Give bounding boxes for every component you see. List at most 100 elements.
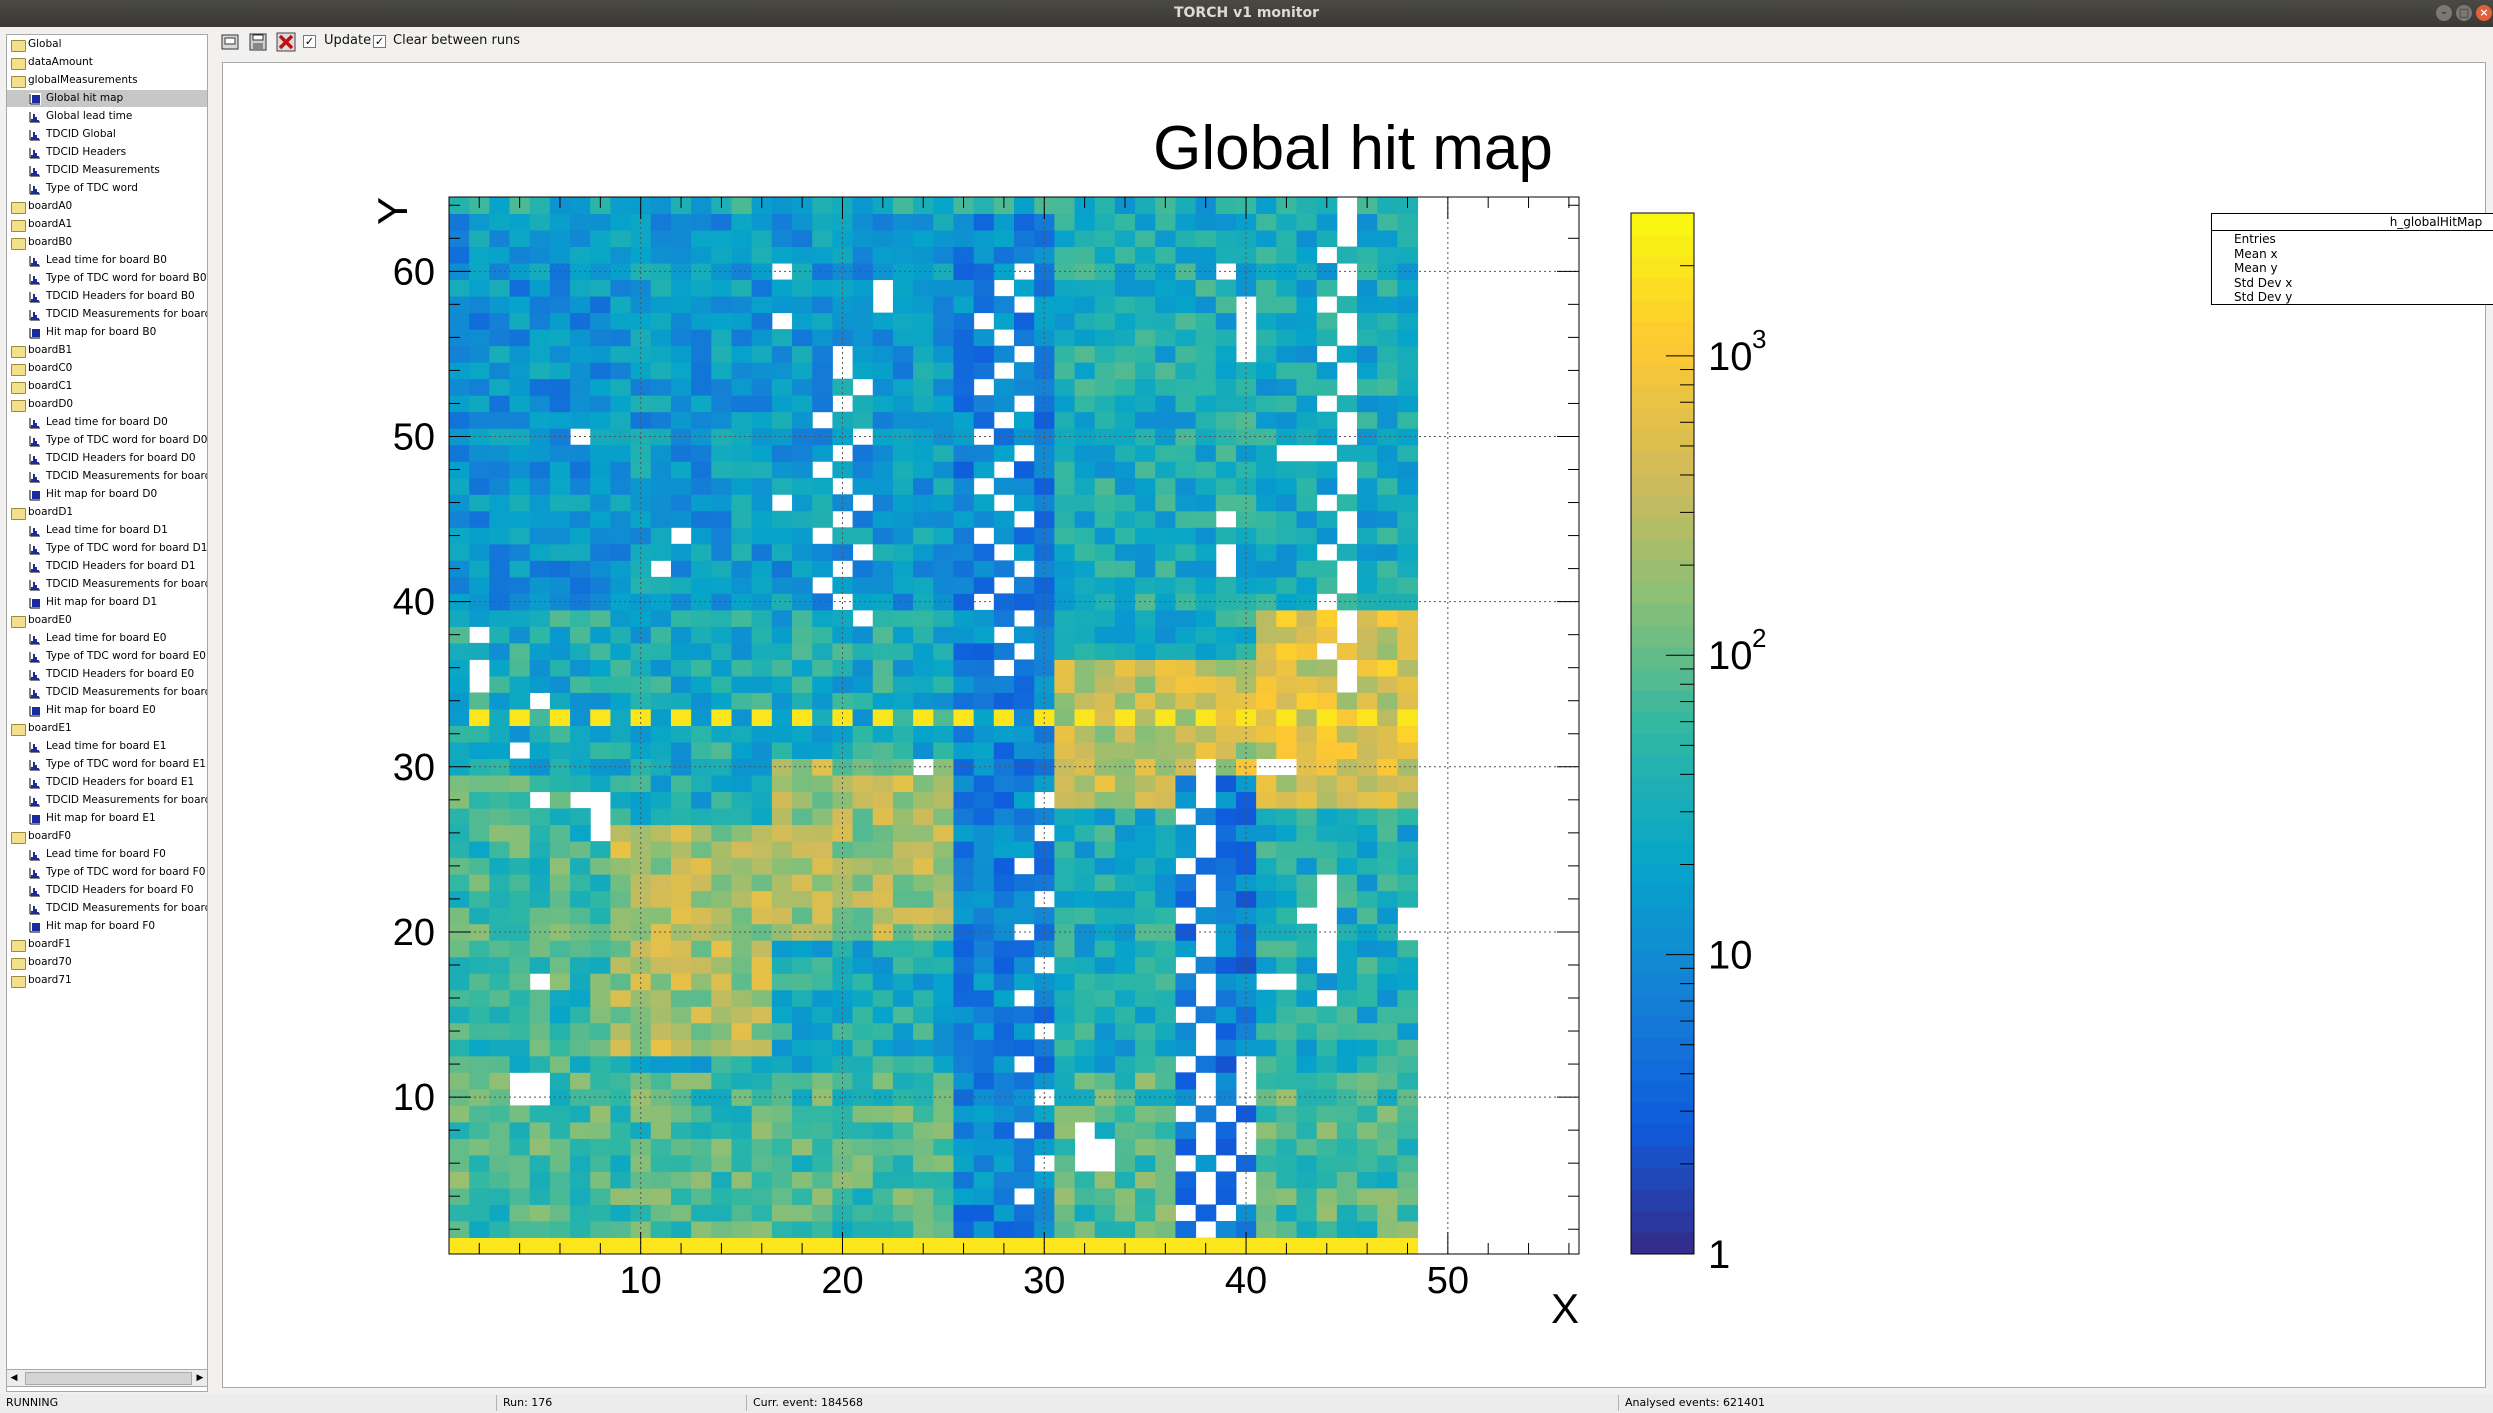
heatmap-cell [1296, 742, 1318, 760]
clear-between-runs-checkbox[interactable]: ✓ [373, 35, 386, 48]
heatmap-cell [1135, 1039, 1156, 1057]
tree-folder[interactable]: boardC0 [7, 360, 207, 377]
tree-item[interactable]: Hit map for board E1 [7, 810, 207, 827]
heatmap-cell [1336, 444, 1358, 462]
y-tick-label: 50 [393, 416, 435, 458]
tree-folder[interactable]: dataAmount [7, 54, 207, 71]
heatmap-cell [610, 213, 632, 231]
tree-item[interactable]: Lead time for board E1 [7, 738, 207, 755]
heatmap-cell [570, 312, 591, 330]
tree-item[interactable]: Lead time for board E0 [7, 630, 207, 647]
tree-item[interactable]: TDCID Measurements for board E1 [7, 792, 207, 809]
heatmap-cell [1377, 1121, 1398, 1139]
heatmap-cell [590, 708, 611, 726]
tree-item[interactable]: TDCID Headers for board B0 [7, 288, 207, 305]
heatmap-cell [913, 940, 934, 958]
tree-folder[interactable]: boardB0 [7, 234, 207, 251]
update-checkbox[interactable]: ✓ [303, 35, 316, 48]
tree-item[interactable]: Global hit map [7, 90, 207, 107]
heatmap-cell [1397, 362, 1419, 380]
tree-item[interactable]: TDCID Measurements for board D1 [7, 576, 207, 593]
tree-folder[interactable]: board70 [7, 954, 207, 971]
heatmap-cell [549, 742, 571, 760]
tree-folder[interactable]: board71 [7, 972, 207, 989]
tree-item[interactable]: TDCID Headers for board D1 [7, 558, 207, 575]
tree-folder[interactable]: boardA0 [7, 198, 207, 215]
stats-box[interactable]: h_globalHitMap Entries2253017Mean x24.08… [2211, 213, 2493, 305]
tree-item[interactable]: Hit map for board E0 [7, 702, 207, 719]
tree-folder[interactable]: globalMeasurements [7, 72, 207, 89]
heatmap-cell [570, 213, 591, 231]
tree-item[interactable]: TDCID Measurements for board F0 [7, 900, 207, 917]
tree-item[interactable]: Hit map for board D1 [7, 594, 207, 611]
tree-item[interactable]: Type of TDC word for board F0 [7, 864, 207, 881]
tree-item[interactable]: Type of TDC word [7, 180, 207, 197]
tree-item[interactable]: Type of TDC word for board E0 [7, 648, 207, 665]
tree-folder[interactable]: boardB1 [7, 342, 207, 359]
heatmap-cell [529, 1187, 551, 1205]
scroll-left-icon[interactable]: ◀ [10, 1373, 18, 1383]
maximize-icon[interactable]: □ [2456, 5, 2472, 21]
tree-item[interactable]: TDCID Headers for board E0 [7, 666, 207, 683]
folder-icon [11, 76, 26, 88]
tree-item[interactable]: TDCID Headers [7, 144, 207, 161]
tree-item[interactable]: Lead time for board F0 [7, 846, 207, 863]
tree-folder[interactable]: boardE1 [7, 720, 207, 737]
tree-item[interactable]: TDCID Headers for board D0 [7, 450, 207, 467]
heatmap-cell [1195, 708, 1217, 726]
heatmap-cell [1357, 940, 1378, 958]
heatmap-cell [1276, 246, 1297, 264]
heatmap-cell [1276, 411, 1297, 429]
tree-folder[interactable]: boardD1 [7, 504, 207, 521]
histogram-tree[interactable]: Global dataAmount globalMeasurements Global… [6, 34, 208, 1392]
tree-item[interactable]: Hit map for board D0 [7, 486, 207, 503]
tree-folder[interactable]: boardE0 [7, 612, 207, 629]
tree-item[interactable]: Hit map for board B0 [7, 324, 207, 341]
heatmap-cell [1296, 329, 1318, 347]
tree-item[interactable]: Type of TDC word for board B0 [7, 270, 207, 287]
tree-folder[interactable]: Global [7, 36, 207, 53]
open-file-icon[interactable] [220, 32, 240, 52]
tree-item[interactable]: TDCID Global [7, 126, 207, 143]
tree-item[interactable]: TDCID Measurements for board B0 [7, 306, 207, 323]
heatmap-cell [1135, 1187, 1156, 1205]
heatmap-cell [449, 477, 470, 495]
tree-item[interactable]: Type of TDC word for board D0 [7, 432, 207, 449]
tree-folder[interactable]: boardD0 [7, 396, 207, 413]
heatmap-cell [973, 841, 995, 859]
heatmap-cell [792, 1088, 813, 1106]
minimize-icon[interactable]: – [2436, 5, 2452, 21]
heatmap-cell [1336, 345, 1358, 363]
heatmap-cell [509, 956, 531, 974]
tree-item[interactable]: TDCID Headers for board E1 [7, 774, 207, 791]
tree-item[interactable]: Lead time for board B0 [7, 252, 207, 269]
tree-folder[interactable]: boardC1 [7, 378, 207, 395]
tree-folder[interactable]: boardF0 [7, 828, 207, 845]
tree-folder[interactable]: boardA1 [7, 216, 207, 233]
tree-item[interactable]: Hit map for board F0 [7, 918, 207, 935]
save-icon[interactable] [248, 32, 268, 52]
heatmap-cell [610, 692, 632, 710]
tree-item[interactable]: Global lead time [7, 108, 207, 125]
tree-item[interactable]: Lead time for board D0 [7, 414, 207, 431]
scroll-right-icon[interactable]: ▶ [196, 1373, 204, 1383]
tree-item[interactable]: TDCID Measurements [7, 162, 207, 179]
tree-item[interactable]: Lead time for board D1 [7, 522, 207, 539]
heatmap-cell [1094, 246, 1116, 264]
tree-item[interactable]: TDCID Measurements for board E0 [7, 684, 207, 701]
heatmap-cell [670, 907, 692, 925]
heatmap-cell [832, 857, 854, 875]
heatmap-cell [1195, 279, 1217, 297]
heatmap-cell [973, 1039, 995, 1057]
plot-canvas[interactable]: 10 20 30 40 50 10 20 30 40 50 60 Global hit map X Y 1 1… [222, 62, 2493, 1388]
delete-icon[interactable] [276, 32, 296, 52]
heatmap-cell [469, 395, 490, 413]
tree-horizontal-scrollbar[interactable]: ◀ ▶ [6, 1369, 208, 1387]
tree-item[interactable]: TDCID Measurements for board D0 [7, 468, 207, 485]
tree-item[interactable]: TDCID Headers for board F0 [7, 882, 207, 899]
tree-item[interactable]: Type of TDC word for board E1 [7, 756, 207, 773]
close-window-icon[interactable]: × [2476, 5, 2492, 21]
tree-item[interactable]: Type of TDC word for board D1 [7, 540, 207, 557]
scroll-thumb[interactable] [25, 1372, 192, 1385]
tree-folder[interactable]: boardF1 [7, 936, 207, 953]
